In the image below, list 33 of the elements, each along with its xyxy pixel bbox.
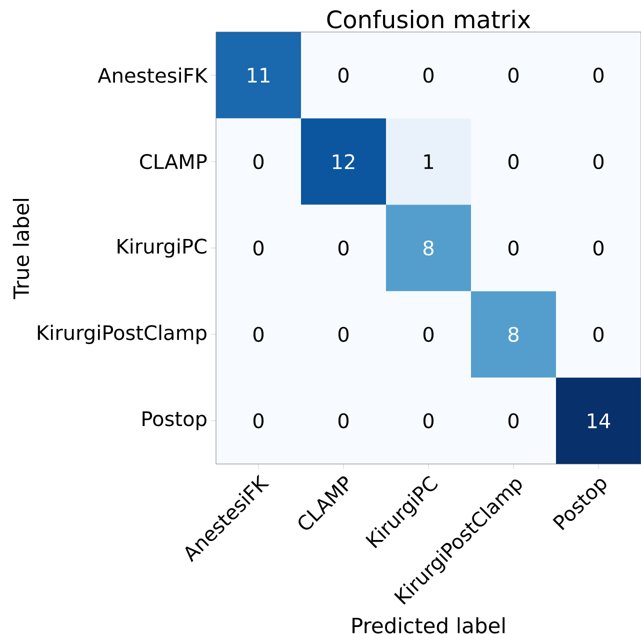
data-label: 0 xyxy=(253,240,264,256)
data-label: 12 xyxy=(332,154,354,170)
data-label: 0 xyxy=(508,68,519,83)
data-label: 8 xyxy=(508,326,518,342)
y-tick-label: CLAMP xyxy=(140,154,207,170)
y-tick-label: Postop xyxy=(142,411,206,430)
data-label: 0 xyxy=(338,326,349,342)
y-tick-label: KirurgiPostClamp xyxy=(38,324,206,344)
y-tick-label: AnestesiFK xyxy=(98,67,208,83)
data-label: 0 xyxy=(338,240,349,256)
data-label: 0 xyxy=(338,413,349,428)
data-label: 0 xyxy=(508,413,519,428)
data-label: 0 xyxy=(253,413,264,428)
data-label: 8 xyxy=(424,240,434,256)
data-label: 0 xyxy=(338,68,349,83)
data-label: 0 xyxy=(508,240,519,256)
data-label: 0 xyxy=(423,68,434,83)
chart-title: Confusion matrix xyxy=(327,10,530,28)
data-label: 0 xyxy=(423,326,434,342)
data-label: 0 xyxy=(253,154,264,170)
data-label: 0 xyxy=(423,413,434,428)
data-label: 0 xyxy=(593,68,604,83)
data-label: 0 xyxy=(508,154,519,170)
data-label: 1 xyxy=(424,154,434,169)
y-tick-label: KirurgiPC xyxy=(118,238,206,258)
y-axis-title: True label xyxy=(12,198,30,300)
data-label: 0 xyxy=(593,240,604,256)
data-label: 0 xyxy=(593,326,604,342)
data-label: 11 xyxy=(248,68,270,82)
data-label: 0 xyxy=(253,326,264,342)
x-axis-title: Predicted label xyxy=(352,617,505,634)
data-label: 0 xyxy=(593,154,604,170)
data-label: 14 xyxy=(588,414,610,428)
